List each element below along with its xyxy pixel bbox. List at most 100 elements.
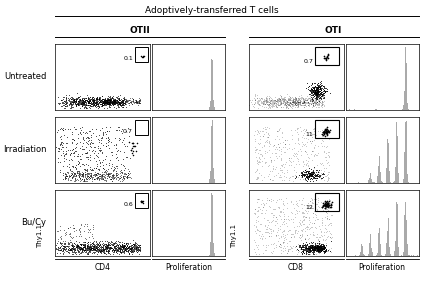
Point bbox=[89, 96, 96, 100]
Point bbox=[314, 199, 321, 204]
Point bbox=[76, 228, 83, 233]
Point bbox=[289, 217, 296, 222]
Point bbox=[319, 220, 325, 225]
Point bbox=[131, 100, 138, 104]
Point bbox=[113, 171, 119, 176]
Point bbox=[281, 216, 288, 221]
Point bbox=[313, 94, 320, 99]
Point bbox=[323, 89, 330, 94]
Point bbox=[65, 241, 72, 246]
Point bbox=[83, 150, 90, 155]
Point bbox=[318, 88, 324, 92]
Point bbox=[294, 101, 300, 106]
Point bbox=[77, 171, 84, 175]
Point bbox=[111, 102, 118, 106]
Point bbox=[265, 218, 272, 223]
Bar bbox=[417, 255, 418, 256]
Point bbox=[90, 173, 97, 178]
Point bbox=[84, 242, 91, 247]
Point bbox=[317, 246, 324, 251]
Point bbox=[102, 99, 109, 104]
Point bbox=[291, 231, 298, 236]
Point bbox=[69, 244, 76, 248]
Point bbox=[304, 233, 310, 237]
Point bbox=[87, 98, 94, 102]
Point bbox=[74, 244, 80, 248]
Point bbox=[263, 226, 269, 231]
Point bbox=[107, 100, 113, 105]
Point bbox=[286, 102, 293, 107]
Point bbox=[130, 141, 137, 145]
Point bbox=[322, 128, 329, 133]
Point bbox=[70, 100, 77, 104]
Point bbox=[313, 248, 320, 252]
Point bbox=[281, 100, 288, 104]
Point bbox=[117, 102, 124, 107]
Point bbox=[61, 241, 68, 245]
Point bbox=[312, 244, 319, 249]
Point bbox=[279, 100, 286, 105]
Point bbox=[319, 245, 325, 250]
Point bbox=[79, 96, 85, 101]
Point bbox=[266, 140, 273, 145]
Point bbox=[288, 174, 295, 179]
Point bbox=[302, 244, 309, 249]
Point bbox=[309, 174, 316, 178]
Point bbox=[110, 174, 116, 178]
Point bbox=[305, 246, 312, 250]
Point bbox=[82, 244, 88, 249]
Point bbox=[68, 101, 74, 106]
Point bbox=[102, 244, 108, 248]
Point bbox=[277, 102, 284, 107]
Point bbox=[303, 144, 310, 149]
Point bbox=[128, 245, 135, 250]
Point bbox=[272, 150, 278, 155]
Point bbox=[110, 166, 117, 171]
Point bbox=[310, 173, 317, 178]
Point bbox=[116, 104, 123, 109]
Bar bbox=[363, 254, 364, 256]
Point bbox=[92, 247, 99, 252]
Text: 0.6: 0.6 bbox=[123, 201, 133, 206]
Point bbox=[278, 209, 285, 214]
Point bbox=[286, 218, 293, 223]
Point bbox=[312, 173, 319, 178]
Point bbox=[106, 146, 113, 151]
Point bbox=[318, 246, 325, 251]
Point bbox=[110, 99, 116, 103]
Point bbox=[82, 102, 89, 107]
Point bbox=[100, 177, 107, 182]
Point bbox=[313, 173, 319, 178]
Point bbox=[76, 246, 83, 251]
Point bbox=[94, 247, 101, 251]
Point bbox=[264, 96, 270, 100]
Point bbox=[68, 97, 74, 101]
Point bbox=[254, 100, 261, 104]
Point bbox=[77, 246, 83, 251]
Point bbox=[72, 177, 79, 182]
Point bbox=[91, 244, 98, 249]
Point bbox=[305, 247, 312, 251]
Point bbox=[260, 101, 266, 105]
Point bbox=[86, 98, 93, 103]
Point bbox=[80, 176, 87, 181]
Point bbox=[319, 92, 325, 97]
Point bbox=[316, 249, 322, 254]
Point bbox=[305, 174, 312, 178]
Point bbox=[310, 99, 317, 104]
Point bbox=[78, 101, 85, 106]
Point bbox=[93, 97, 100, 101]
Point bbox=[273, 216, 280, 221]
Point bbox=[65, 244, 71, 248]
Point bbox=[307, 171, 314, 176]
Point bbox=[310, 90, 317, 95]
Point bbox=[289, 132, 296, 137]
Point bbox=[309, 243, 316, 247]
Point bbox=[102, 239, 109, 244]
Point bbox=[74, 103, 81, 108]
Point bbox=[313, 102, 319, 107]
Point bbox=[292, 98, 299, 103]
Point bbox=[303, 98, 310, 102]
Point bbox=[291, 100, 298, 105]
Point bbox=[71, 247, 78, 251]
